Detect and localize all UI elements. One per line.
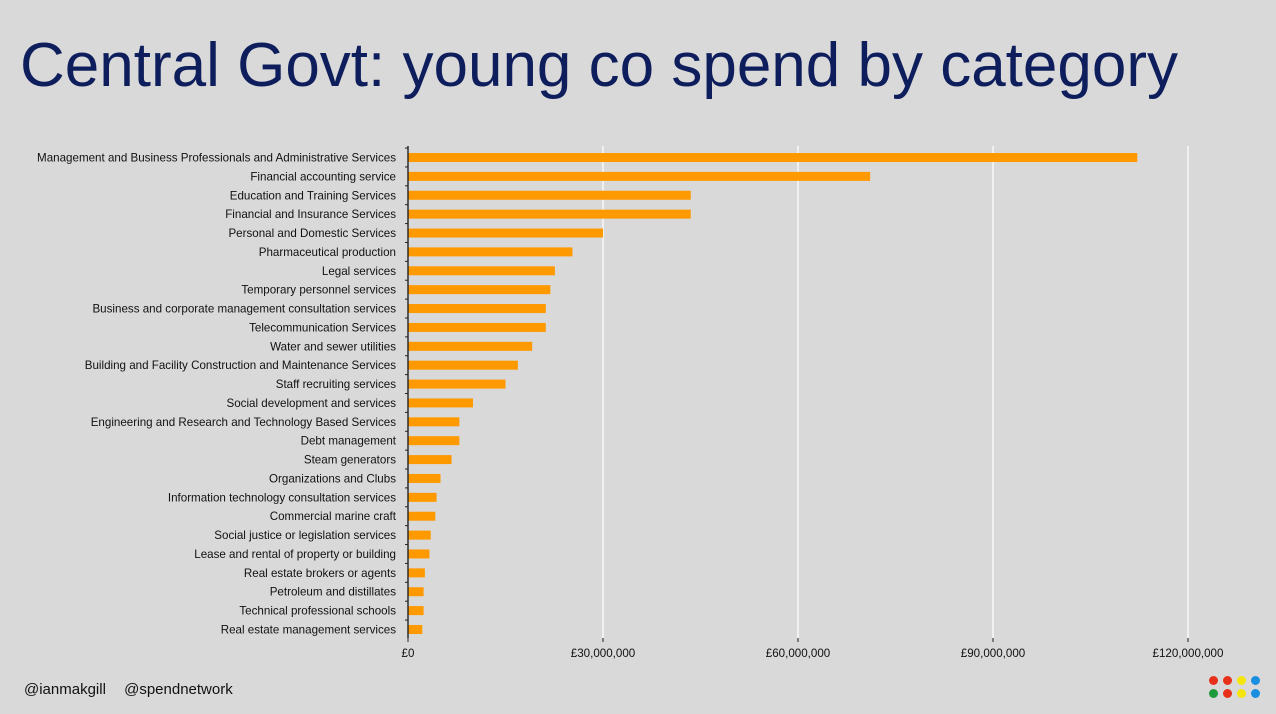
logo-dot-7 (1251, 689, 1260, 698)
footer-handles: @ianmakgill @spendnetwork (24, 681, 233, 698)
bar-10 (408, 341, 533, 351)
category-label-16: Steam generators (304, 454, 396, 467)
bar-12 (408, 379, 506, 389)
logo-dot-4 (1209, 689, 1218, 698)
bar-21 (408, 549, 430, 559)
x-tick-label-3: £90,000,000 (961, 647, 1025, 660)
category-label-3: Financial and Insurance Services (225, 208, 396, 221)
category-label-7: Temporary personnel services (241, 284, 396, 297)
x-tick-label-0: £0 (402, 647, 415, 660)
category-label-13: Social development and services (227, 397, 397, 410)
bar-9 (408, 322, 546, 332)
category-label-15: Debt management (301, 435, 397, 448)
logo-dot-6 (1237, 689, 1246, 698)
category-label-19: Commercial marine craft (270, 510, 397, 523)
category-label-17: Organizations and Clubs (269, 472, 396, 485)
bar-11 (408, 360, 518, 370)
bar-22 (408, 568, 425, 578)
bar-25 (408, 625, 423, 634)
axes (405, 146, 1189, 642)
bar-15 (408, 436, 460, 446)
x-tick-label-1: £30,000,000 (571, 647, 635, 660)
bar-23 (408, 587, 424, 597)
bar-4 (408, 228, 603, 238)
x-tick-label-4: £120,000,000 (1153, 647, 1224, 660)
category-label-5: Pharmaceutical production (259, 246, 396, 259)
bar-8 (408, 304, 546, 314)
bar-0 (408, 153, 1138, 162)
twitter-handle-spendnetwork: @spendnetwork (124, 681, 233, 698)
category-label-2: Education and Training Services (230, 189, 396, 202)
x-tick-label-2: £60,000,000 (766, 647, 830, 660)
bar-17 (408, 473, 441, 483)
bar-20 (408, 530, 431, 540)
category-label-8: Business and corporate management consul… (92, 303, 396, 316)
bar-1 (408, 171, 871, 181)
bar-19 (408, 511, 436, 521)
bar-14 (408, 417, 460, 427)
bar-6 (408, 266, 555, 276)
bar-24 (408, 606, 424, 616)
category-label-24: Technical professional schools (239, 605, 396, 618)
category-label-18: Information technology consultation serv… (168, 491, 396, 504)
slide-title: Central Govt: young co spend by category (20, 31, 1178, 100)
twitter-handle-ianmakgill: @ianmakgill (24, 681, 106, 698)
logo-dot-3 (1251, 676, 1260, 685)
logo-dot-0 (1209, 676, 1218, 685)
spendnetwork-logo (1209, 676, 1265, 700)
bars (408, 153, 1138, 634)
category-label-9: Telecommunication Services (249, 321, 396, 334)
category-label-10: Water and sewer utilities (270, 340, 396, 353)
bar-3 (408, 209, 691, 219)
bar-7 (408, 285, 551, 295)
category-label-25: Real estate management services (221, 624, 396, 637)
logo-dot-2 (1237, 676, 1246, 685)
bar-2 (408, 190, 691, 200)
bar-18 (408, 492, 437, 502)
category-label-21: Lease and rental of property or building (194, 548, 396, 561)
tick-labels: £0 £30,000,000 £60,000,000 £90,000,000 £120,… (402, 647, 1224, 660)
category-labels: Management and Business Professionals an… (37, 152, 397, 637)
category-label-14: Engineering and Research and Technology … (91, 416, 396, 429)
category-label-23: Petroleum and distillates (270, 586, 397, 599)
category-label-6: Legal services (322, 265, 396, 278)
bar-5 (408, 247, 573, 257)
logo-dot-5 (1223, 689, 1232, 698)
logo-dot-1 (1223, 676, 1232, 685)
category-label-0: Management and Business Professionals an… (37, 152, 396, 165)
gridlines (602, 146, 1189, 638)
bar-16 (408, 455, 452, 465)
bar-13 (408, 398, 473, 408)
category-label-22: Real estate brokers or agents (244, 567, 396, 580)
category-label-11: Building and Facility Construction and M… (85, 359, 396, 372)
category-label-12: Staff recruiting services (276, 378, 396, 391)
category-label-20: Social justice or legislation services (214, 529, 396, 542)
category-label-1: Financial accounting service (250, 170, 396, 183)
category-label-4: Personal and Domestic Services (228, 227, 396, 240)
